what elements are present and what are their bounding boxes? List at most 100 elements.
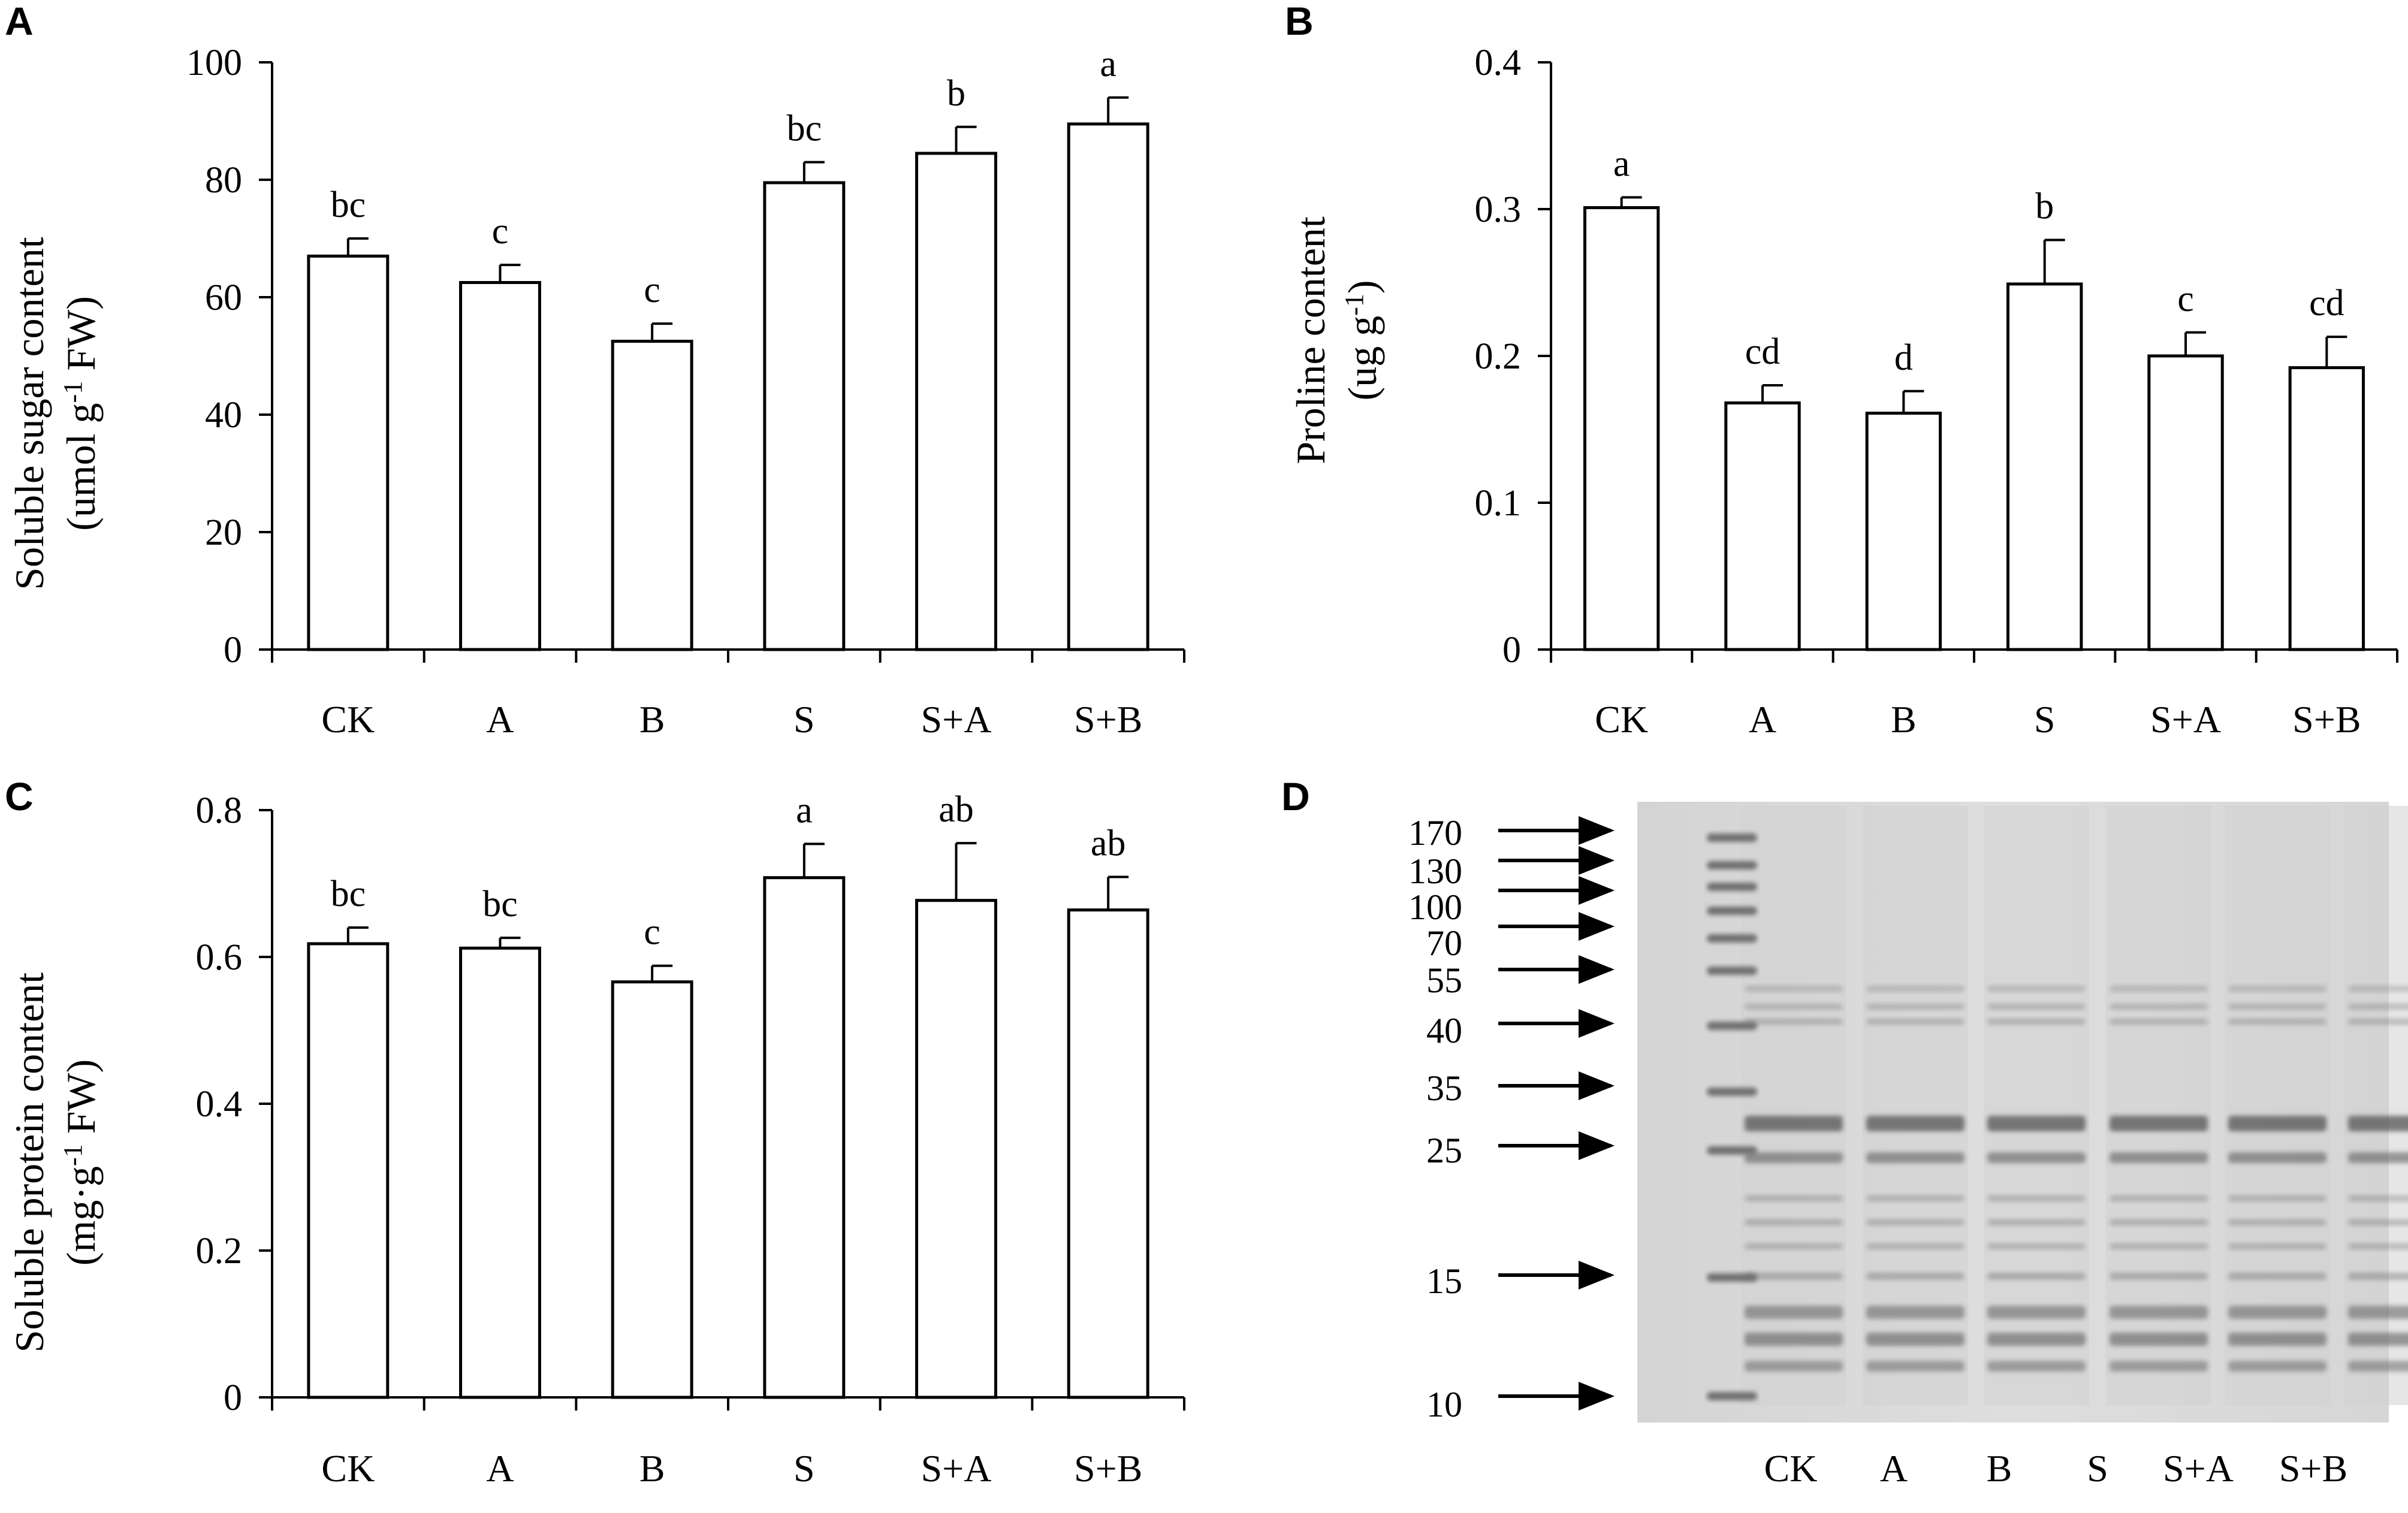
gel-protein-band [2228,1019,2326,1025]
gel-marker-label: 15 [1426,1261,1462,1301]
panel-c-bar-s-plus-a [915,899,997,1399]
gel-marker-label: 130 [1408,851,1462,891]
gel-sample-lane [2106,806,2211,1405]
panel-a-y-tick-label: 0 [224,630,242,671]
gel-ladder-band [1707,1273,1757,1282]
gel-ladder-band [1707,967,1757,975]
gel-protein-band [1987,1361,2086,1372]
panel-c-bars [307,876,1149,1399]
gel-protein-band [1866,1333,1965,1346]
panel-a-y-ticks: 0 20 40 60 80 100 [186,43,272,671]
panel-c-significance-label: bc [331,874,366,914]
gel-protein-band [1866,1243,1965,1249]
panel-a-x-tick-label: CK [321,698,375,741]
gel-protein-band [2228,1273,2326,1280]
panel-a-significance-label: bc [787,108,822,149]
gel-sample-lane [1863,806,1968,1405]
panel-a-y-tick-label: 40 [205,395,242,436]
gel-ladder-band [1707,1022,1757,1030]
gel-protein-band [2348,1273,2408,1280]
panel-b-bar-a [1724,401,1801,651]
panel-a-significance-labels: bc c c bc b a [331,44,1117,310]
panel-c-y-tick-label: 0.4 [196,1084,243,1125]
gel-protein-band [1745,1306,1843,1319]
gel-protein-band [1866,1361,1965,1372]
gel-marker-ladder [1707,833,1757,1400]
gel-lane-label: CK [1764,1447,1818,1490]
panel-b-chart: B a cd d b c cd 0 0.1 0.2 0.3 0.4 CK A B S S+A S+B Pro… [1285,0,2398,741]
panel-c-bar-s [763,876,846,1399]
gel-protein-band [1745,1219,1843,1225]
panel-a-y-axis-title-line2: (umol g-1 FW) [58,296,104,531]
panel-c-bar-a [459,946,541,1399]
panel-c-significance-label: c [644,912,660,953]
gel-protein-band [2228,1219,2326,1225]
gel-protein-band [2110,1116,2208,1131]
panel-a-y-axis-title-line1: Soluble sugar content [7,237,52,590]
gel-protein-band [1987,986,2086,992]
panel-b-x-tick-label: CK [1595,698,1648,741]
gel-ladder-band [1707,1146,1757,1155]
gel-protein-band [2228,1116,2326,1131]
panel-b-y-tick-label: 0.2 [1475,336,1522,377]
panel-a-bars [307,122,1149,651]
panel-a-significance-label: c [644,270,660,310]
panel-b-x-tick-label: S+B [2292,698,2361,741]
panel-a-y-tick-label: 60 [205,277,242,318]
panel-c-significance-label: ab [1091,823,1126,863]
gel-protein-band [1987,1243,2086,1249]
panel-b-error-bars [1620,196,2347,413]
gel-marker-label: 170 [1408,813,1462,853]
panel-a-error-bars [346,96,1129,342]
gel-protein-band [1745,1152,1843,1163]
panel-c-x-tick-label: CK [321,1447,375,1490]
gel-sample-lane [1741,806,1846,1405]
panel-c-y-axis-title-line2: (mg·g-1 FW) [58,1059,104,1266]
panel-c-letter: C [5,774,34,819]
gel-protein-band [2228,1306,2326,1319]
panel-a-significance-label: a [1100,44,1117,84]
gel-marker-label: 35 [1426,1068,1462,1108]
panel-a-significance-label: bc [331,185,366,225]
gel-protein-band [2110,1361,2208,1372]
panel-a-x-tick-label: S [793,698,815,741]
gel-protein-band [1987,1333,2086,1346]
panel-a-axes [271,62,1185,663]
gel-protein-band [1866,1004,1965,1010]
gel-protein-band [2348,1116,2408,1131]
gel-protein-band [2228,1195,2326,1201]
panel-a-x-tick-label: B [639,698,665,741]
gel-lane-label: S+B [2279,1447,2347,1490]
gel-marker-label: 10 [1426,1385,1462,1424]
gel-protein-band [1866,1019,1965,1025]
gel-protein-band [1987,1195,2086,1201]
gel-protein-band [2228,986,2326,992]
gel-sample-lane [2225,806,2330,1405]
panel-a-bar-ck [307,254,390,651]
gel-ladder-band [1707,833,1757,842]
gel-protein-band [2228,1361,2326,1372]
panel-b-x-tick-label: A [1749,698,1776,741]
gel-protein-band [2348,1195,2408,1201]
gel-marker-label: 100 [1408,887,1462,927]
gel-protein-band [2228,1333,2326,1346]
panel-b-bar-s-plus-a [2147,354,2224,651]
panel-a-bar-s-plus-a [915,152,997,651]
gel-protein-band [2110,1333,2208,1346]
gel-ladder-band [1707,1088,1757,1096]
gel-protein-band [2110,986,2208,992]
gel-protein-band [1745,1004,1843,1010]
panel-c-y-tick-label: 0.2 [196,1231,243,1272]
panel-b-bars [1583,206,2365,651]
gel-protein-band [1745,1116,1843,1131]
panel-a-y-tick-label: 80 [205,160,242,201]
panel-c-y-tick-label: 0 [224,1378,242,1418]
panel-c-x-tick-label: A [486,1447,514,1490]
panel-c-y-axis-title-line1: Soluble protein content [7,973,52,1353]
panel-b-bar-s-plus-b [2288,366,2365,651]
panel-c-x-tick-label: S+B [1074,1447,1142,1490]
gel-protein-band [2110,1019,2208,1025]
gel-protein-band [2110,1195,2208,1201]
gel-protein-band [1745,986,1843,992]
